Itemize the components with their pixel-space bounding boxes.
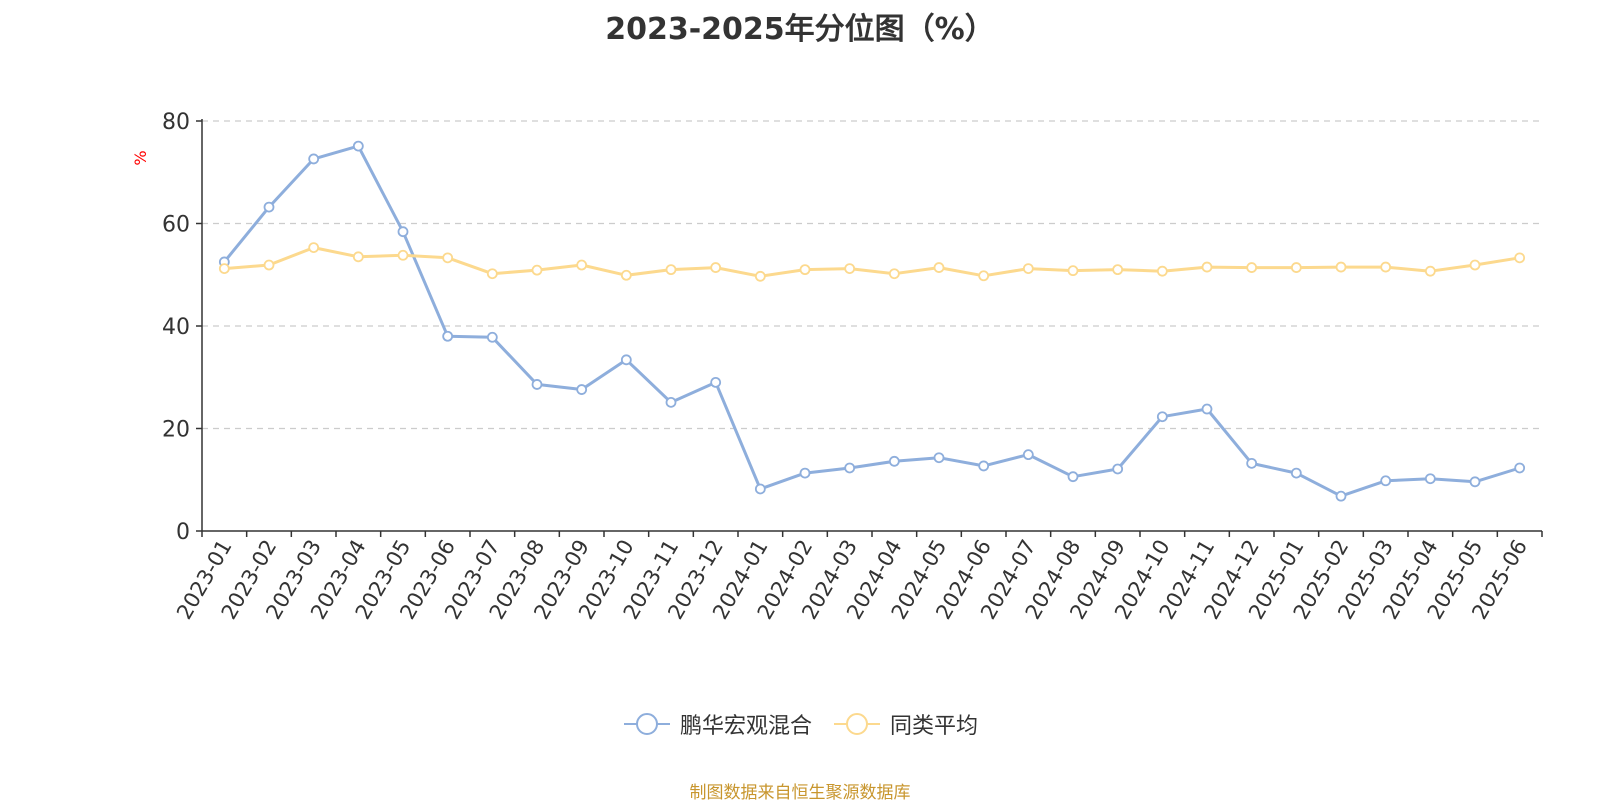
legend-line-circle-icon bbox=[834, 713, 880, 735]
data-point bbox=[263, 259, 275, 271]
data-point bbox=[1290, 467, 1302, 479]
data-point bbox=[1469, 476, 1481, 488]
legend-line-circle-icon bbox=[623, 713, 670, 735]
data-point bbox=[1156, 411, 1168, 423]
data-point bbox=[442, 330, 454, 342]
legend-label: 同类平均 bbox=[890, 714, 979, 739]
data-point bbox=[1201, 403, 1213, 415]
data-point bbox=[844, 263, 856, 275]
data-point bbox=[1022, 263, 1034, 275]
data-point bbox=[799, 264, 811, 276]
legend-label: 鹏华宏观混合 bbox=[679, 714, 812, 739]
data-point bbox=[799, 467, 811, 479]
data-point bbox=[531, 379, 543, 390]
data-point bbox=[1201, 261, 1213, 273]
data-point bbox=[352, 140, 364, 152]
data-point bbox=[352, 251, 364, 263]
chart-title: 2023-2025年分位图（%） bbox=[605, 12, 995, 47]
series-line bbox=[224, 246, 1520, 278]
data-point bbox=[218, 263, 230, 275]
data-point bbox=[933, 262, 945, 273]
data-point bbox=[1514, 252, 1526, 264]
y-tick-label: 80 bbox=[162, 110, 190, 135]
data-point bbox=[1380, 475, 1392, 487]
data-point bbox=[888, 455, 900, 467]
data-point bbox=[710, 262, 722, 273]
data-point bbox=[1246, 262, 1258, 273]
data-point bbox=[531, 264, 543, 276]
data-point bbox=[486, 268, 498, 280]
data-point bbox=[1380, 261, 1392, 273]
y-tick-label: 60 bbox=[162, 213, 190, 238]
data-point bbox=[486, 331, 498, 343]
data-point bbox=[1112, 264, 1124, 276]
data-point bbox=[397, 249, 409, 261]
data-point bbox=[978, 270, 990, 282]
data-point bbox=[1022, 449, 1034, 461]
data-point bbox=[1424, 473, 1436, 485]
data-point bbox=[665, 264, 677, 276]
data-point bbox=[442, 252, 454, 264]
data-point bbox=[1424, 265, 1436, 277]
y-tick-label: 40 bbox=[162, 315, 190, 340]
data-point bbox=[665, 396, 677, 408]
data-point bbox=[844, 462, 856, 474]
data-point bbox=[1290, 262, 1302, 273]
data-point bbox=[263, 201, 275, 213]
source-note: 制图数据来自恒生聚源数据库 bbox=[689, 783, 911, 803]
data-point bbox=[888, 268, 900, 280]
data-point bbox=[576, 384, 588, 395]
data-point bbox=[754, 270, 766, 282]
data-point bbox=[308, 242, 320, 253]
data-point bbox=[308, 153, 320, 165]
series-line bbox=[223, 144, 1521, 498]
series-lines bbox=[218, 140, 1526, 502]
data-point bbox=[1514, 462, 1526, 474]
y-tick-label: 0 bbox=[176, 520, 190, 545]
data-point bbox=[1156, 265, 1168, 277]
data-point bbox=[1246, 457, 1258, 469]
data-point bbox=[1335, 261, 1347, 273]
data-point bbox=[978, 460, 990, 472]
grid-lines bbox=[202, 120, 1542, 430]
data-point bbox=[710, 376, 722, 388]
data-point bbox=[1112, 463, 1124, 475]
data-point bbox=[1469, 259, 1481, 271]
data-point bbox=[397, 226, 409, 238]
legend-item[interactable]: 鹏华宏观混合 bbox=[622, 708, 812, 740]
data-point bbox=[620, 354, 632, 366]
y-axis-label: % bbox=[131, 150, 150, 165]
data-point bbox=[933, 452, 945, 464]
data-point bbox=[576, 259, 588, 271]
legend-item[interactable]: 同类平均 bbox=[832, 708, 978, 740]
data-point bbox=[1067, 471, 1079, 483]
y-tick-label: 20 bbox=[162, 418, 190, 443]
axes: 0204060802023-012023-022023-032023-04202… bbox=[162, 110, 1543, 623]
legend: 鹏华宏观混合 同类平均 bbox=[0, 708, 1600, 740]
data-point bbox=[754, 483, 766, 495]
data-point bbox=[1067, 265, 1079, 277]
data-point bbox=[620, 269, 632, 281]
data-point bbox=[1335, 490, 1347, 502]
